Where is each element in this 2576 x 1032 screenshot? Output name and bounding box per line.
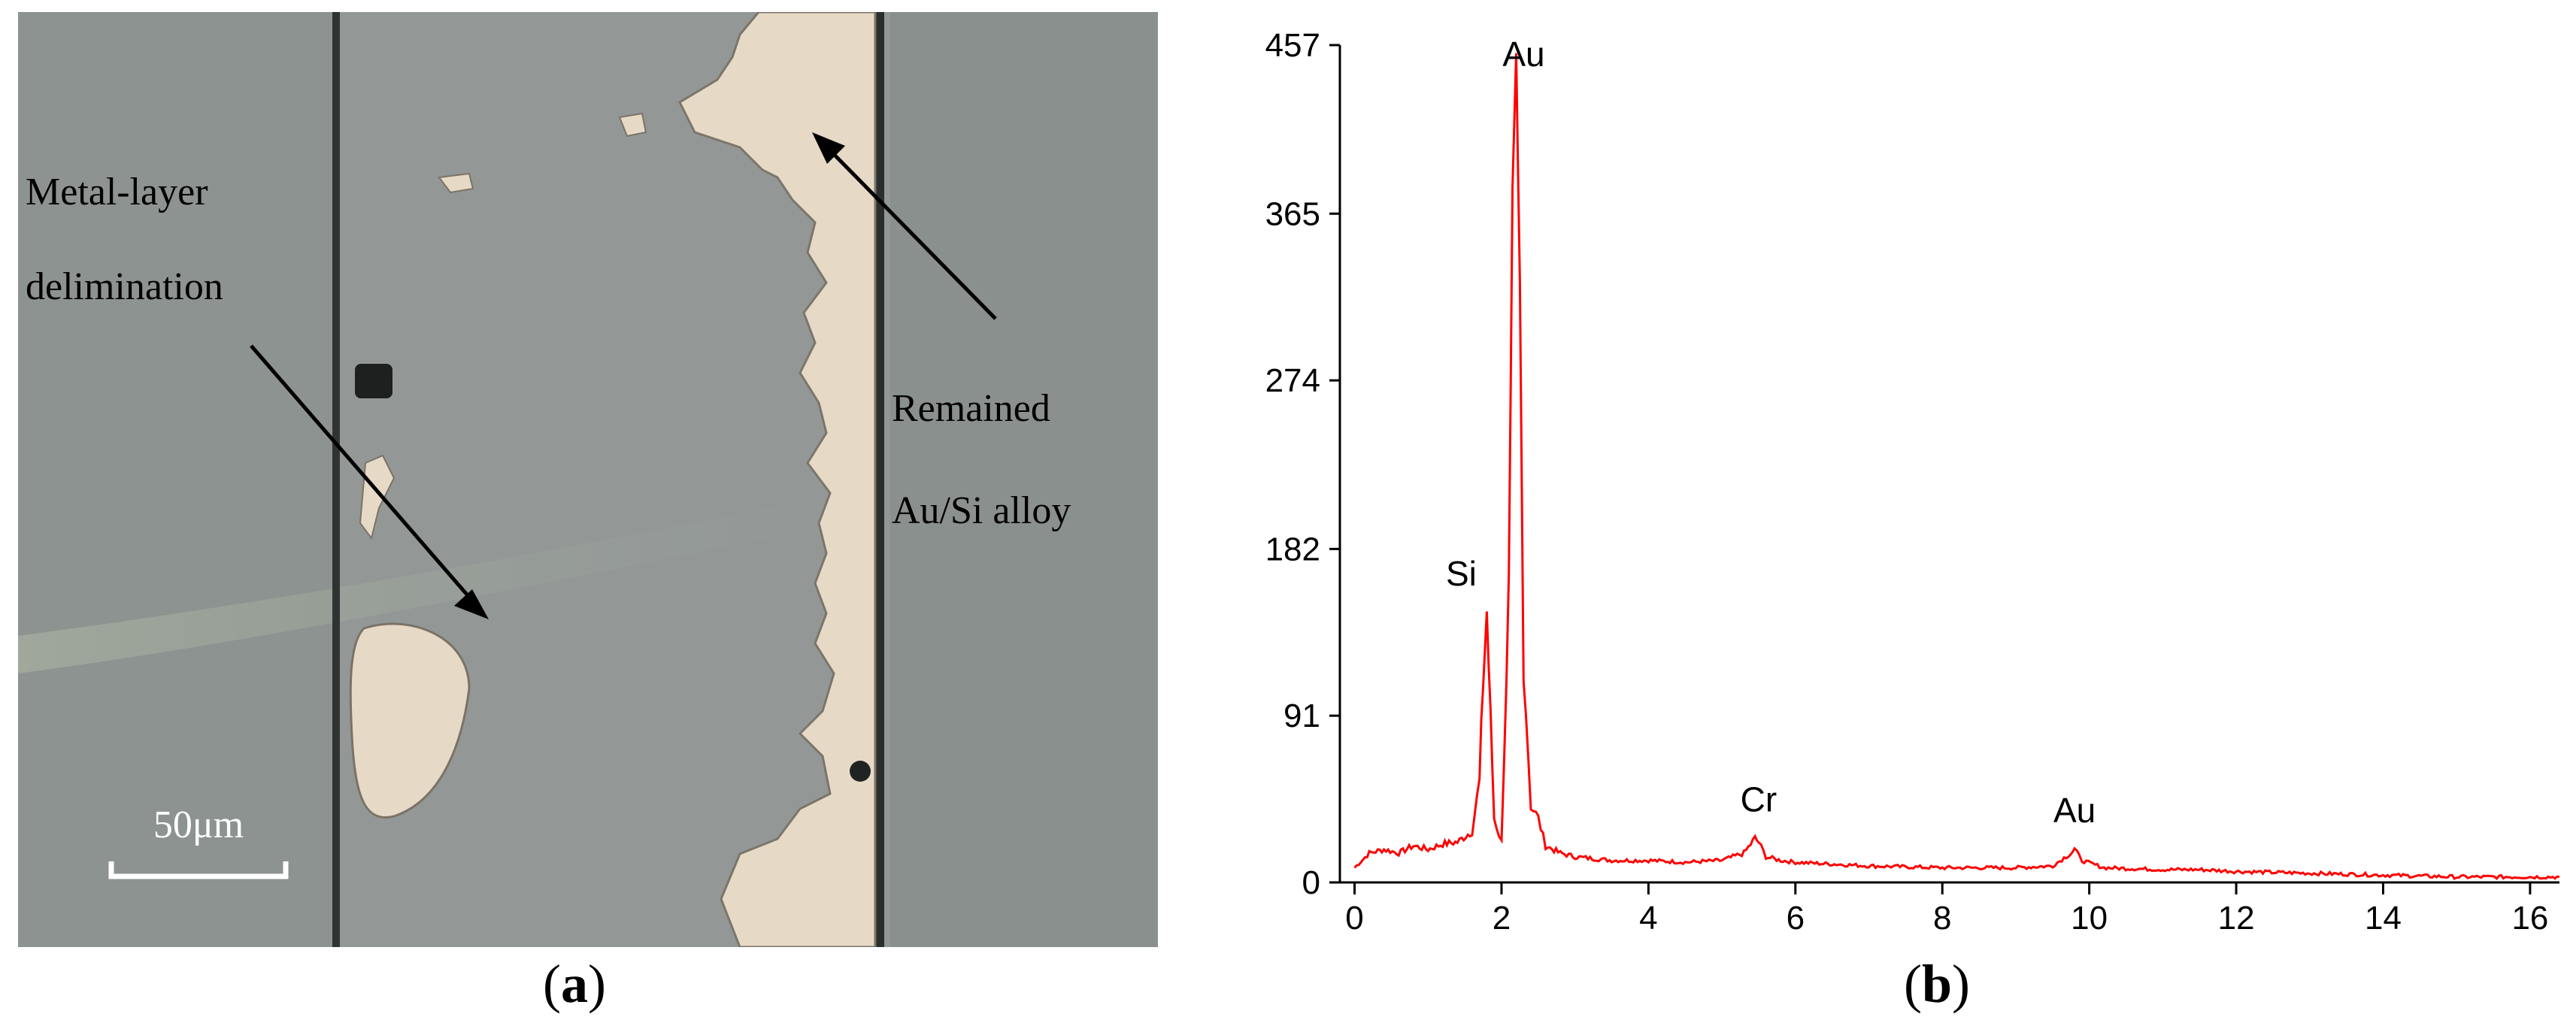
- x-tick-label: 8: [1933, 900, 1951, 937]
- spectrum-chart: 0 91 182 274 365 457 0 2 4 6 8 10 12 14 16 Au Si Cr Au: [1265, 27, 2560, 937]
- x-tick-label: 12: [2218, 900, 2255, 937]
- x-tick-label: 2: [1493, 900, 1511, 937]
- annotation-left-line1: Metal-layer: [26, 171, 208, 213]
- annotation-left-line2: delimination: [26, 265, 223, 308]
- annotation-right-line1: Remained: [892, 387, 1050, 430]
- peak-label: Au: [1502, 35, 1544, 74]
- annotation-group: Au Si Cr Au: [1446, 35, 2096, 830]
- x-tick-label: 4: [1639, 900, 1657, 937]
- scale-bar: [108, 861, 289, 879]
- series-group: [1353, 53, 2560, 881]
- alloy-patch-small-3: [618, 112, 647, 138]
- micrograph-panel: Metal-layer delimination Remained Au/Si …: [18, 12, 1158, 947]
- y-tick-label: 91: [1283, 698, 1320, 734]
- outer-left-region: [18, 12, 334, 947]
- peak-label: Cr: [1741, 779, 1777, 819]
- scale-bar-label: 50μm: [153, 804, 244, 846]
- right-border-line: [875, 12, 884, 947]
- x-tick-label: 0: [1345, 900, 1363, 937]
- alloy-patch-small-2: [438, 172, 474, 194]
- arrow-alloy-head: [812, 132, 845, 164]
- x-tick-label: 14: [2365, 900, 2402, 937]
- axes: [1338, 45, 2559, 884]
- arrow-delimination-head: [454, 589, 489, 619]
- x-tick-label: 10: [2071, 900, 2108, 937]
- y-tick-label: 457: [1265, 27, 1320, 64]
- y-tick-label: 0: [1302, 864, 1320, 901]
- y-tick-label: 365: [1265, 195, 1320, 232]
- alloy-patch-large: [349, 622, 471, 819]
- caption-b: (b): [1903, 954, 1970, 1014]
- remained-alloy-region: [678, 12, 877, 947]
- dark-defect: [355, 364, 392, 398]
- left-border-line: [332, 12, 340, 947]
- arrow-delimination-line: [250, 344, 478, 607]
- caption-a: (a): [543, 954, 606, 1014]
- y-tick-label: 182: [1265, 531, 1320, 567]
- tick-group: 0 91 182 274 365 457 0 2 4 6 8 10 12 14 16: [1265, 27, 2549, 937]
- arrow-alloy-line: [823, 143, 997, 320]
- x-tick-label: 6: [1787, 900, 1805, 937]
- spectrum-line: [1353, 53, 2560, 881]
- micrograph-image: Metal-layer delimination Remained Au/Si …: [18, 12, 1158, 947]
- x-tick-label: 16: [2511, 900, 2548, 937]
- reflection-band: [18, 493, 845, 673]
- annotation-right-line2: Au/Si alloy: [892, 489, 1071, 532]
- dark-defect-2: [850, 761, 871, 782]
- y-tick-label: 274: [1265, 362, 1320, 399]
- peak-label: Au: [2053, 791, 2096, 830]
- alloy-patch-small-1: [359, 454, 395, 540]
- spectrum-panel: 0 91 182 274 365 457 0 2 4 6 8 10 12 14 16 Au Si Cr Au: [1173, 0, 2576, 977]
- outer-right-region: [890, 12, 1158, 947]
- peak-label: Si: [1446, 554, 1477, 593]
